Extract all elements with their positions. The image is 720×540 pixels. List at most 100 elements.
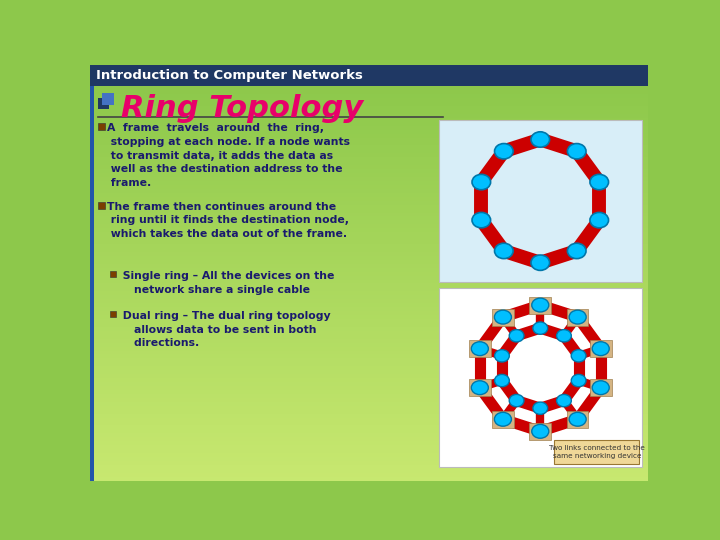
FancyBboxPatch shape bbox=[90, 323, 648, 327]
Ellipse shape bbox=[495, 144, 513, 159]
FancyBboxPatch shape bbox=[90, 94, 648, 98]
FancyBboxPatch shape bbox=[529, 423, 551, 440]
FancyBboxPatch shape bbox=[90, 217, 648, 220]
FancyBboxPatch shape bbox=[90, 173, 648, 177]
FancyBboxPatch shape bbox=[90, 437, 648, 441]
FancyBboxPatch shape bbox=[90, 292, 648, 295]
FancyBboxPatch shape bbox=[529, 296, 551, 314]
FancyBboxPatch shape bbox=[90, 426, 648, 429]
FancyBboxPatch shape bbox=[98, 123, 104, 130]
Ellipse shape bbox=[472, 381, 488, 395]
Ellipse shape bbox=[532, 424, 549, 438]
Ellipse shape bbox=[557, 329, 572, 342]
Text: The frame then continues around the
 ring until it finds the destination node,
 : The frame then continues around the ring… bbox=[107, 202, 349, 239]
FancyBboxPatch shape bbox=[90, 181, 648, 185]
FancyBboxPatch shape bbox=[590, 379, 611, 396]
FancyBboxPatch shape bbox=[90, 382, 648, 386]
FancyBboxPatch shape bbox=[90, 208, 648, 213]
FancyBboxPatch shape bbox=[90, 110, 648, 114]
Text: Single ring – All the devices on the
    network share a single cable: Single ring – All the devices on the net… bbox=[119, 271, 334, 295]
Ellipse shape bbox=[533, 322, 548, 334]
FancyBboxPatch shape bbox=[90, 469, 648, 472]
FancyBboxPatch shape bbox=[90, 141, 648, 145]
FancyBboxPatch shape bbox=[90, 472, 648, 477]
FancyBboxPatch shape bbox=[90, 86, 94, 481]
Ellipse shape bbox=[472, 342, 488, 356]
Ellipse shape bbox=[533, 402, 548, 414]
FancyBboxPatch shape bbox=[90, 177, 648, 181]
FancyBboxPatch shape bbox=[90, 134, 648, 138]
FancyBboxPatch shape bbox=[90, 327, 648, 331]
Ellipse shape bbox=[472, 174, 490, 190]
Ellipse shape bbox=[571, 374, 586, 387]
Ellipse shape bbox=[569, 310, 586, 324]
FancyBboxPatch shape bbox=[90, 390, 648, 394]
FancyBboxPatch shape bbox=[492, 309, 514, 326]
Ellipse shape bbox=[531, 255, 549, 271]
Ellipse shape bbox=[590, 174, 608, 190]
FancyBboxPatch shape bbox=[90, 347, 648, 350]
FancyBboxPatch shape bbox=[90, 86, 648, 90]
FancyBboxPatch shape bbox=[90, 307, 648, 311]
FancyBboxPatch shape bbox=[90, 441, 648, 445]
FancyBboxPatch shape bbox=[90, 256, 648, 260]
FancyBboxPatch shape bbox=[90, 315, 648, 319]
FancyBboxPatch shape bbox=[90, 157, 648, 161]
FancyBboxPatch shape bbox=[90, 197, 648, 201]
Ellipse shape bbox=[592, 342, 609, 356]
FancyBboxPatch shape bbox=[90, 461, 648, 465]
FancyBboxPatch shape bbox=[90, 244, 648, 248]
Ellipse shape bbox=[509, 329, 524, 342]
Ellipse shape bbox=[567, 144, 586, 159]
FancyBboxPatch shape bbox=[567, 411, 588, 428]
FancyBboxPatch shape bbox=[90, 280, 648, 284]
Ellipse shape bbox=[592, 381, 609, 395]
Text: A  frame  travels  around  the  ring,
 stopping at each node. If a node wants
 t: A frame travels around the ring, stoppin… bbox=[107, 123, 350, 188]
FancyBboxPatch shape bbox=[90, 311, 648, 315]
FancyBboxPatch shape bbox=[90, 213, 648, 217]
Ellipse shape bbox=[495, 243, 513, 259]
FancyBboxPatch shape bbox=[90, 130, 648, 134]
Text: Ring Topology: Ring Topology bbox=[121, 94, 364, 123]
FancyBboxPatch shape bbox=[469, 340, 491, 357]
FancyBboxPatch shape bbox=[90, 268, 648, 272]
FancyBboxPatch shape bbox=[90, 354, 648, 359]
FancyBboxPatch shape bbox=[98, 202, 104, 209]
Ellipse shape bbox=[495, 310, 511, 324]
FancyBboxPatch shape bbox=[90, 335, 648, 339]
FancyBboxPatch shape bbox=[90, 410, 648, 414]
FancyBboxPatch shape bbox=[90, 331, 648, 335]
FancyBboxPatch shape bbox=[90, 153, 648, 157]
FancyBboxPatch shape bbox=[98, 98, 109, 110]
FancyBboxPatch shape bbox=[90, 378, 648, 382]
FancyBboxPatch shape bbox=[90, 275, 648, 280]
FancyBboxPatch shape bbox=[90, 386, 648, 390]
FancyBboxPatch shape bbox=[90, 414, 648, 417]
FancyBboxPatch shape bbox=[90, 106, 648, 110]
FancyBboxPatch shape bbox=[90, 165, 648, 169]
Ellipse shape bbox=[472, 212, 490, 228]
Ellipse shape bbox=[495, 374, 509, 387]
FancyBboxPatch shape bbox=[90, 232, 648, 236]
FancyBboxPatch shape bbox=[90, 445, 648, 449]
Ellipse shape bbox=[571, 349, 586, 362]
FancyBboxPatch shape bbox=[90, 248, 648, 252]
FancyBboxPatch shape bbox=[90, 342, 648, 347]
FancyBboxPatch shape bbox=[90, 449, 648, 453]
FancyBboxPatch shape bbox=[590, 340, 611, 357]
Text: Dual ring – The dual ring topology
    allows data to be sent in both
    direct: Dual ring – The dual ring topology allow… bbox=[119, 311, 330, 348]
FancyBboxPatch shape bbox=[438, 120, 642, 282]
FancyBboxPatch shape bbox=[90, 264, 648, 268]
FancyBboxPatch shape bbox=[90, 429, 648, 433]
FancyBboxPatch shape bbox=[90, 319, 648, 323]
FancyBboxPatch shape bbox=[438, 288, 642, 467]
FancyBboxPatch shape bbox=[90, 98, 648, 102]
FancyBboxPatch shape bbox=[90, 201, 648, 205]
FancyBboxPatch shape bbox=[90, 126, 648, 130]
FancyBboxPatch shape bbox=[90, 284, 648, 287]
FancyBboxPatch shape bbox=[90, 228, 648, 232]
FancyBboxPatch shape bbox=[90, 299, 648, 303]
FancyBboxPatch shape bbox=[90, 205, 648, 208]
FancyBboxPatch shape bbox=[90, 252, 648, 256]
FancyBboxPatch shape bbox=[90, 417, 648, 421]
